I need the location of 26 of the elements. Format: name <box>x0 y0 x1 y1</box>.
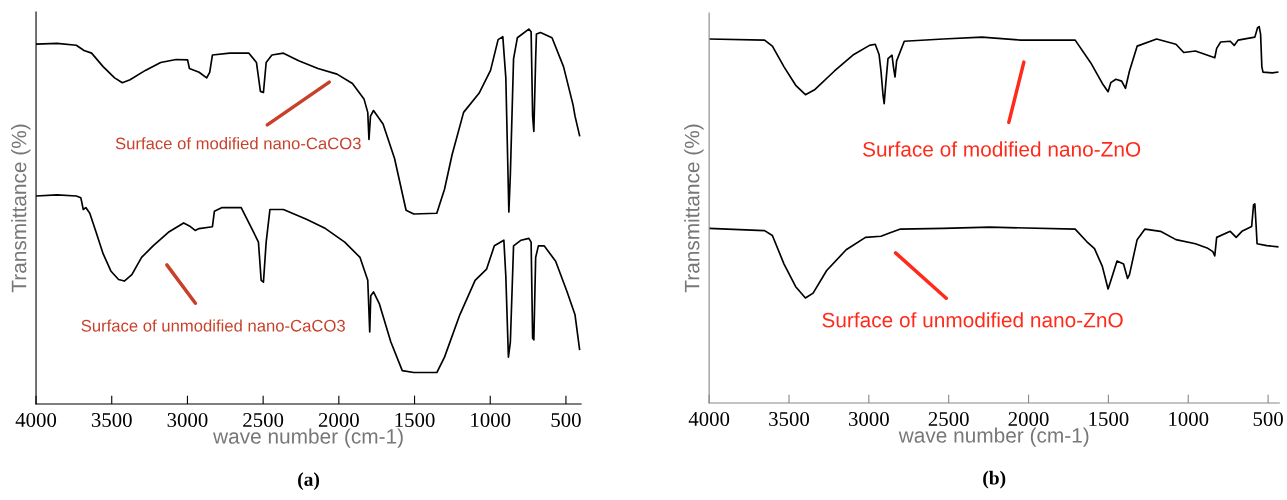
x-tick-label: 500 <box>551 412 581 427</box>
x-tick-label: 500 <box>1253 411 1283 426</box>
x-tick-label: 3000 <box>167 412 208 427</box>
x-tick-label: 1500 <box>395 412 435 427</box>
x-tick-label: 1000 <box>471 412 511 427</box>
annotation: Surface of modified nano-CaCO3 <box>115 137 361 150</box>
y-axis-title: Transmittance (%) <box>684 124 704 293</box>
x-tick-label: 3500 <box>769 411 810 426</box>
annotation: Surface of unmodified nano-ZnO <box>822 312 1123 328</box>
x-tick-label: 2000 <box>1008 411 1049 426</box>
x-tick-label: 3000 <box>849 411 889 426</box>
x-tick-label: 4000 <box>688 411 730 426</box>
x-tick-label: 2500 <box>928 411 969 426</box>
x-axis-title: wave number (cm-1) <box>898 427 1089 447</box>
x-tick-label: 4000 <box>15 412 57 427</box>
annotation: Surface of modified nano-ZnO <box>863 141 1141 157</box>
x-tick-label: 3500 <box>91 412 132 427</box>
text: (a) <box>298 472 320 490</box>
y-axis-title: Transmittance (%) <box>11 124 31 293</box>
x-tick-label: 2500 <box>243 412 284 427</box>
x-tick-label: 2000 <box>318 412 359 427</box>
x-tick-label: 1500 <box>1089 411 1129 426</box>
x-axis-title: wave number (cm-1) <box>213 428 403 448</box>
x-tick-label: 1000 <box>1169 411 1209 426</box>
text: (b) <box>983 470 1006 489</box>
annotation: Surface of unmodified nano-CaCO3 <box>81 319 345 332</box>
